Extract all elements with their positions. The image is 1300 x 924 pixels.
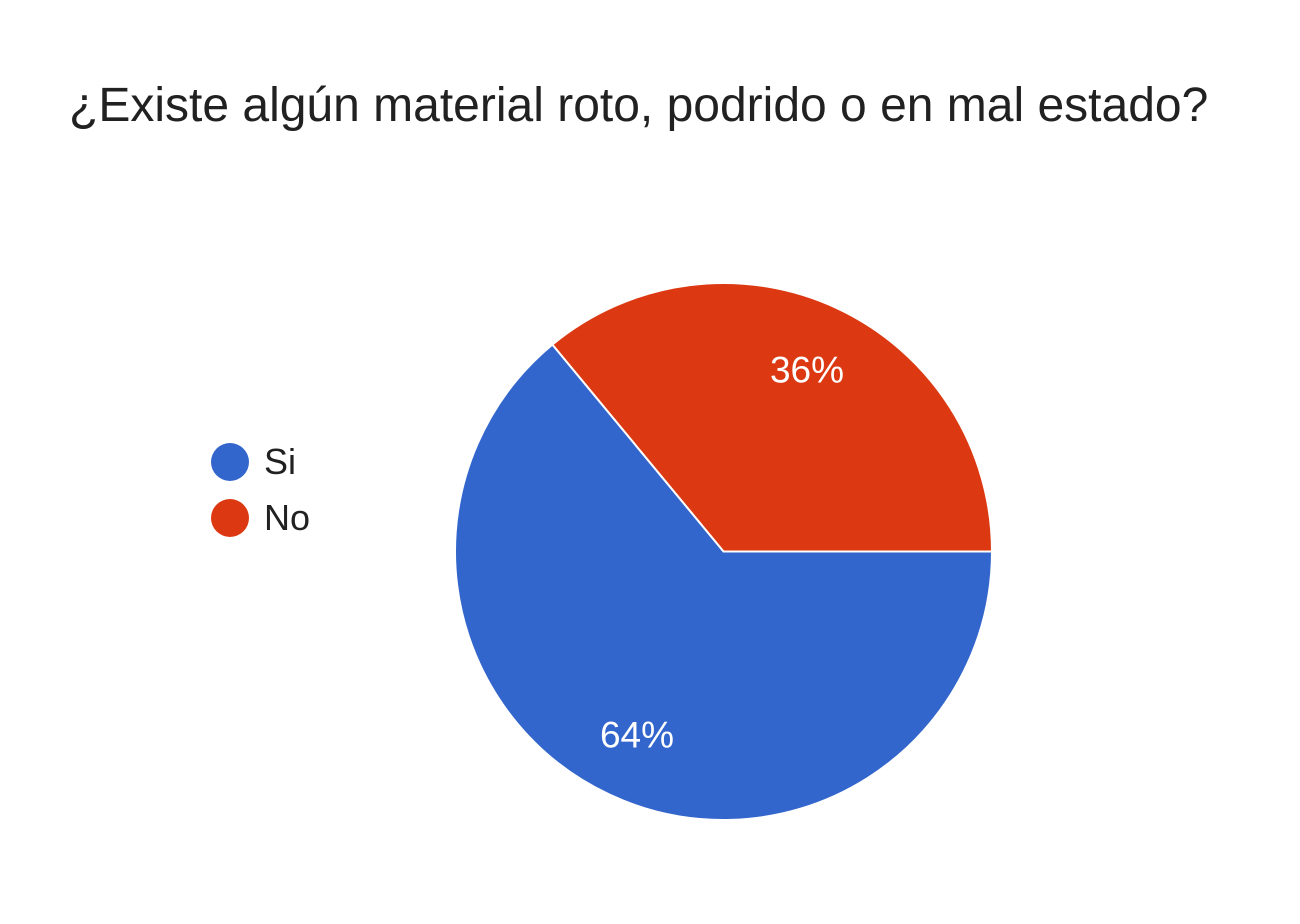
svg-text:64%: 64% [600, 715, 674, 756]
svg-text:36%: 36% [770, 350, 844, 391]
